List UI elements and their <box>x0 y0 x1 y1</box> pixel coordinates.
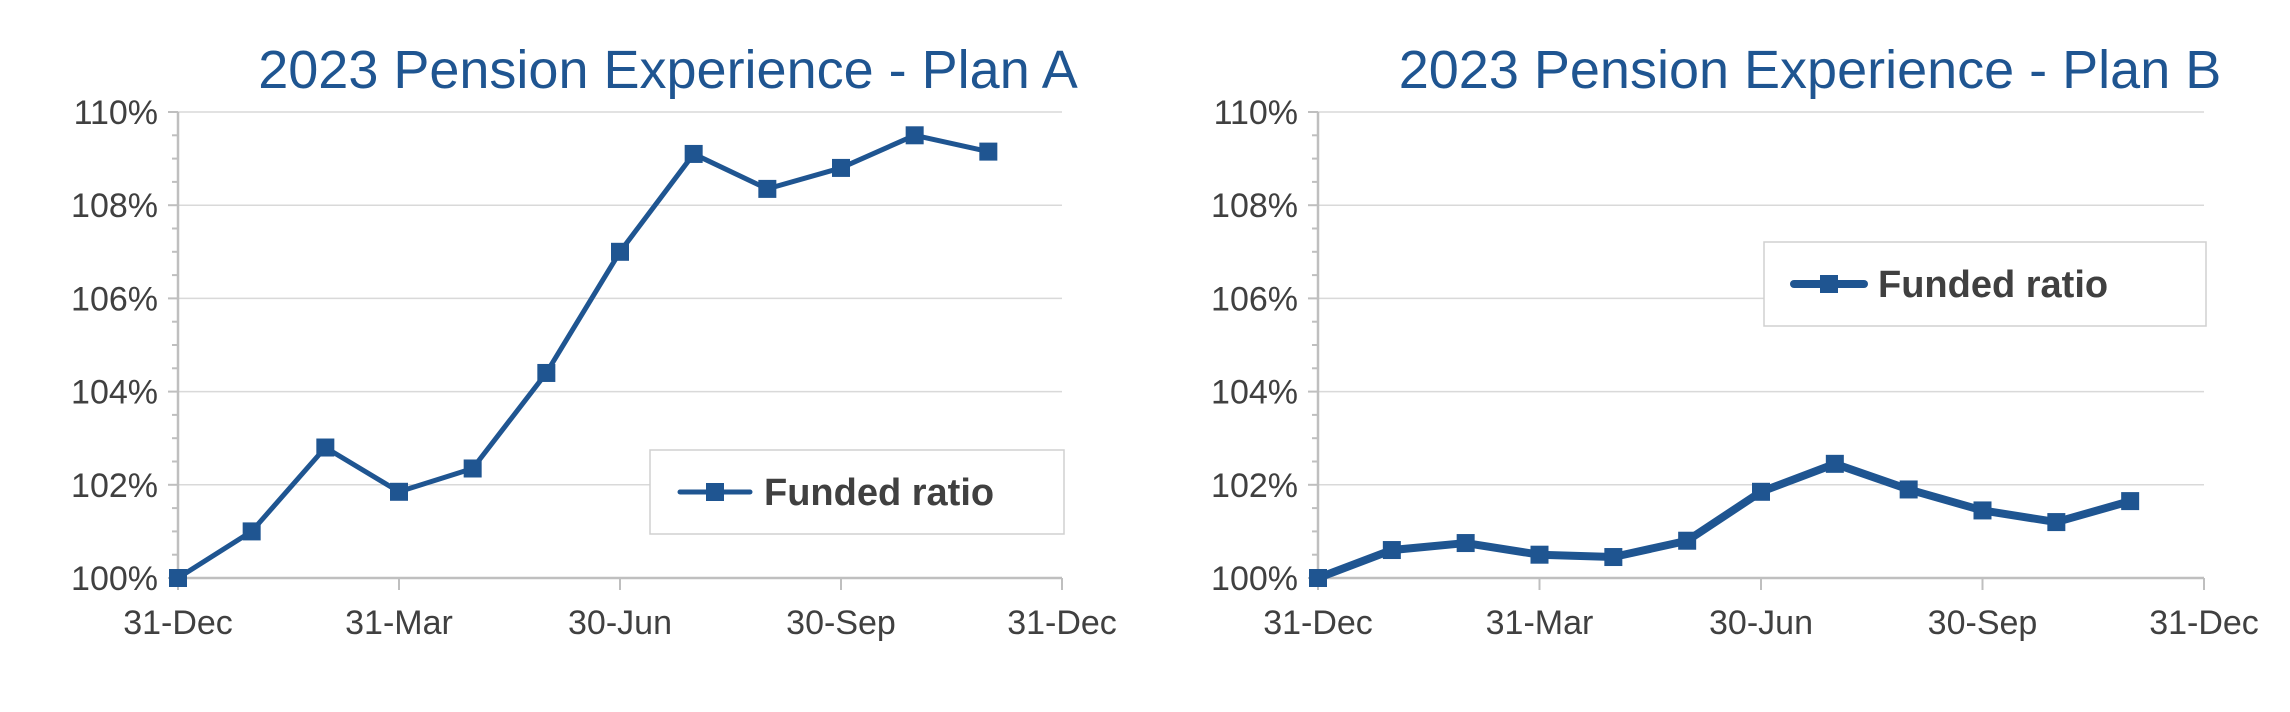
data-point <box>905 126 924 145</box>
legend: Funded ratio <box>1763 241 2207 327</box>
data-point <box>1825 454 1844 473</box>
data-point <box>316 438 335 457</box>
data-point <box>1309 569 1327 587</box>
data-point <box>1752 482 1770 501</box>
y-tick-label: 110% <box>1214 94 1298 132</box>
legend-label: Funded ratio <box>1878 264 2108 306</box>
legend: Funded ratio <box>649 449 1065 535</box>
series-line-funded-ratio <box>1314 459 2135 582</box>
legend-label: Funded ratio <box>764 472 994 514</box>
data-point <box>1604 548 1623 567</box>
series-line-funded-ratio <box>175 132 991 581</box>
x-tick-label: 31-Dec <box>2149 604 2259 642</box>
data-point <box>1456 534 1475 553</box>
x-tick-label: 31-Dec <box>123 604 233 642</box>
data-point <box>463 459 482 478</box>
data-point <box>611 242 629 261</box>
data-point <box>979 142 998 161</box>
y-tick-label: 108% <box>1211 187 1298 225</box>
y-tick-label: 104% <box>1211 374 1298 412</box>
data-point <box>390 482 408 501</box>
legend-marker-icon <box>706 483 724 501</box>
chart-plan-b: 2023 Pension Experience - Plan B 100% 102%… <box>1211 40 2259 642</box>
y-tick-label: 106% <box>1211 280 1298 318</box>
y-tick-label: 110% <box>74 94 158 132</box>
x-tick-label: 31-Mar <box>1486 604 1594 642</box>
data-point <box>169 569 187 587</box>
data-point <box>1530 545 1549 564</box>
data-point <box>1899 480 1918 499</box>
data-point <box>758 179 777 198</box>
data-point <box>684 144 703 163</box>
x-tick-label: 30-Jun <box>568 604 672 642</box>
chart-title: 2023 Pension Experience - Plan A <box>258 40 1078 100</box>
data-point <box>537 363 556 382</box>
data-point <box>1678 531 1697 550</box>
y-tick-label: 102% <box>71 467 158 505</box>
y-tick-label: 102% <box>1211 467 1298 505</box>
x-tick-label: 31-Mar <box>345 604 453 642</box>
data-point <box>242 522 261 541</box>
data-point <box>1382 541 1401 560</box>
y-tick-label: 106% <box>71 280 158 318</box>
data-point <box>1973 501 1992 520</box>
x-tick-label: 31-Dec <box>1263 604 1373 642</box>
y-tick-label: 108% <box>71 187 158 225</box>
x-tick-label: 30-Sep <box>1928 604 2038 642</box>
y-tick-label: 100% <box>71 560 158 598</box>
legend-marker-icon <box>1820 275 1838 293</box>
chart-title: 2023 Pension Experience - Plan B <box>1399 40 2222 100</box>
data-point <box>2047 513 2066 532</box>
chart-plan-a: 2023 Pension Experience - Plan A 100% 102%… <box>71 40 1117 642</box>
x-tick-label: 30-Jun <box>1709 604 1813 642</box>
x-tick-label: 30-Sep <box>786 604 896 642</box>
data-point <box>2121 492 2140 511</box>
x-tick-label: 31-Dec <box>1007 604 1117 642</box>
y-tick-label: 104% <box>71 374 158 412</box>
data-point <box>832 158 850 177</box>
y-tick-label: 100% <box>1211 560 1298 598</box>
